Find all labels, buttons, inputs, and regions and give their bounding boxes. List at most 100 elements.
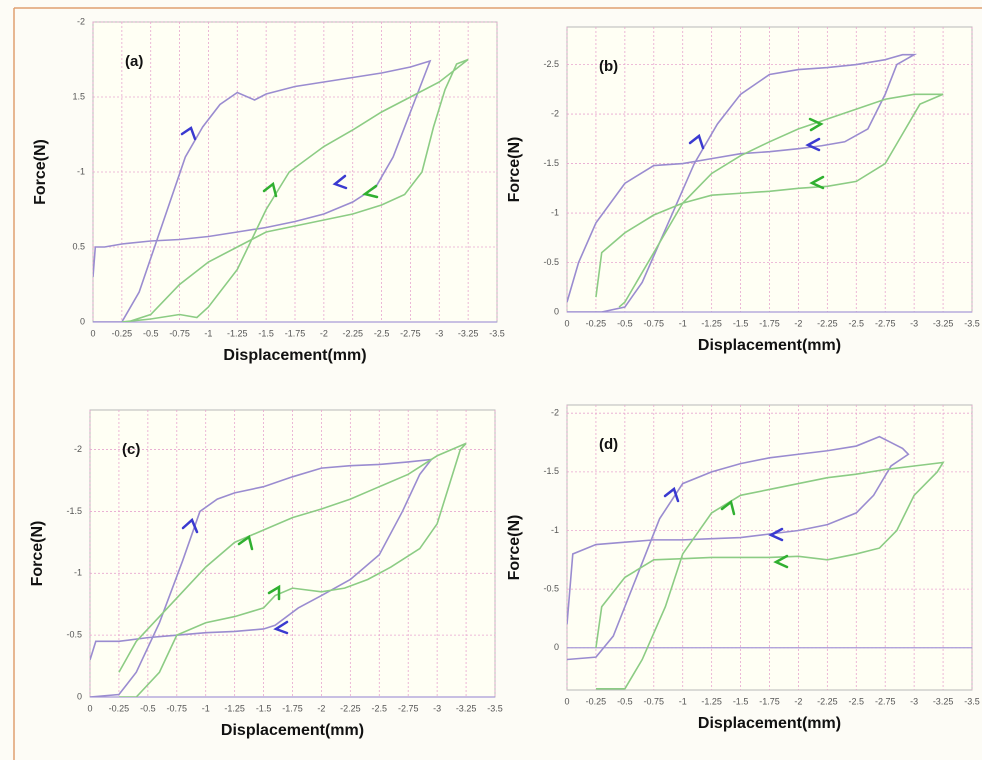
panel-label: (d) [599,436,618,453]
x-tick-label: -0.25 [112,328,133,338]
data-line [90,458,434,697]
x-tick-label: -1.75 [282,703,303,713]
x-tick-label: -2.25 [342,328,363,338]
y-tick-label: -1.5 [543,158,559,168]
y-tick-label: -2.5 [543,59,559,69]
y-tick-label: 0 [80,316,85,326]
x-tick-label: -1.5 [258,328,274,338]
x-axis-label: Displacement(mm) [698,715,841,732]
x-tick-label: -1.75 [759,696,780,706]
x-tick-label: 0 [87,703,92,713]
x-tick-label: -2.75 [875,696,896,706]
panel-label: (c) [122,441,140,458]
arrow [663,486,680,503]
plot-area [566,26,973,313]
x-tick-label: -2.5 [374,328,390,338]
panel-label: (a) [125,53,143,70]
x-tick-label: -3.25 [456,703,477,713]
x-axis-label: Displacement(mm) [221,722,364,739]
arrow [180,126,197,141]
x-tick-label: -2 [317,703,325,713]
x-tick-label: -1 [202,703,210,713]
y-tick-label: 0 [554,306,559,316]
x-tick-label: -2.25 [817,696,838,706]
x-tick-label: -2.5 [849,696,865,706]
data-line [567,53,918,312]
x-tick-label: -1 [204,328,212,338]
x-tick-label: 0 [90,328,95,338]
x-tick-label: -0.5 [143,328,159,338]
arrow [809,175,825,190]
y-tick-label: -1 [77,166,85,176]
arrow [808,117,824,132]
y-tick-label: -2 [74,444,82,454]
arrow [805,137,821,152]
x-tick-label: -3.25 [933,696,954,706]
x-tick-label: -0.25 [109,703,130,713]
x-tick-label: 0 [564,696,569,706]
x-tick-label: -2 [794,318,802,328]
x-tick-label: -0.75 [169,328,190,338]
x-tick-label: -0.75 [644,696,665,706]
x-axis-label: Displacement(mm) [698,337,841,354]
x-tick-label: -2.25 [817,318,838,328]
arrow [332,174,348,190]
x-tick-label: -3.25 [933,318,954,328]
x-tick-label: -0.75 [167,703,188,713]
y-tick-label: 0 [554,642,559,652]
x-tick-label: -2.5 [849,318,865,328]
y-tick-label: -2 [551,108,559,118]
x-tick-label: -1.75 [285,328,306,338]
x-tick-label: -2.25 [340,703,361,713]
arrow [181,517,199,534]
panel-label: (b) [599,58,618,75]
x-tick-label: -3 [435,328,443,338]
arrow [720,499,736,516]
y-tick-label: -0.5 [543,584,559,594]
x-tick-label: -3 [433,703,441,713]
x-tick-label: -2.5 [372,703,388,713]
x-tick-label: -0.5 [617,696,633,706]
x-tick-label: -0.75 [644,318,665,328]
y-axis-label: Force(N) [32,139,49,205]
x-tick-label: -2.75 [398,703,419,713]
x-tick-label: -2 [794,696,802,706]
y-axis-label: Force(N) [506,515,523,581]
arrow [688,133,705,150]
x-tick-label: -2.75 [875,318,896,328]
x-tick-label: -1.25 [701,696,722,706]
x-tick-label: -0.5 [617,318,633,328]
x-tick-label: -0.25 [586,696,607,706]
y-tick-label: -1 [74,568,82,578]
x-tick-label: -3.5 [487,703,503,713]
x-tick-label: -1.5 [733,318,749,328]
subplot: 0 -0.25 -0.5 -0.75 -1 -1.25 -1.5 -1.75 -2 -2.25 -2… [506,404,980,732]
y-axis-label: Force(N) [506,137,523,203]
x-tick-label: -2 [320,328,328,338]
x-tick-label: -2.75 [400,328,421,338]
y-tick-label: -0.5 [66,630,82,640]
y-tick-label: -2 [551,408,559,418]
x-tick-label: -1.5 [733,696,749,706]
arrow [262,181,278,198]
arrow [773,554,789,569]
x-tick-label: -0.5 [140,703,156,713]
plots: 0 -0.25 -0.5 -0.75 -1 -1.25 -1.5 -1.75 -2 -2.25 -2… [29,16,980,739]
data-line [118,442,467,697]
y-axis-label: Force(N) [29,521,46,587]
y-tick-label: -1.5 [543,466,559,476]
arrow [273,620,289,635]
x-tick-label: -3 [910,318,918,328]
x-tick-label: -3.25 [458,328,479,338]
x-tick-label: -3.5 [489,328,505,338]
y-tick-label: -1 [551,207,559,217]
x-tick-label: 0 [564,318,569,328]
subplot: 0 -0.25 -0.5 -0.75 -1 -1.25 -1.5 -1.75 -2 -2.25 -2… [506,26,980,354]
x-tick-label: -1 [679,318,687,328]
x-tick-label: -0.25 [586,318,607,328]
x-tick-label: -1.25 [227,328,248,338]
data-line [595,93,944,308]
arrow [362,184,379,199]
